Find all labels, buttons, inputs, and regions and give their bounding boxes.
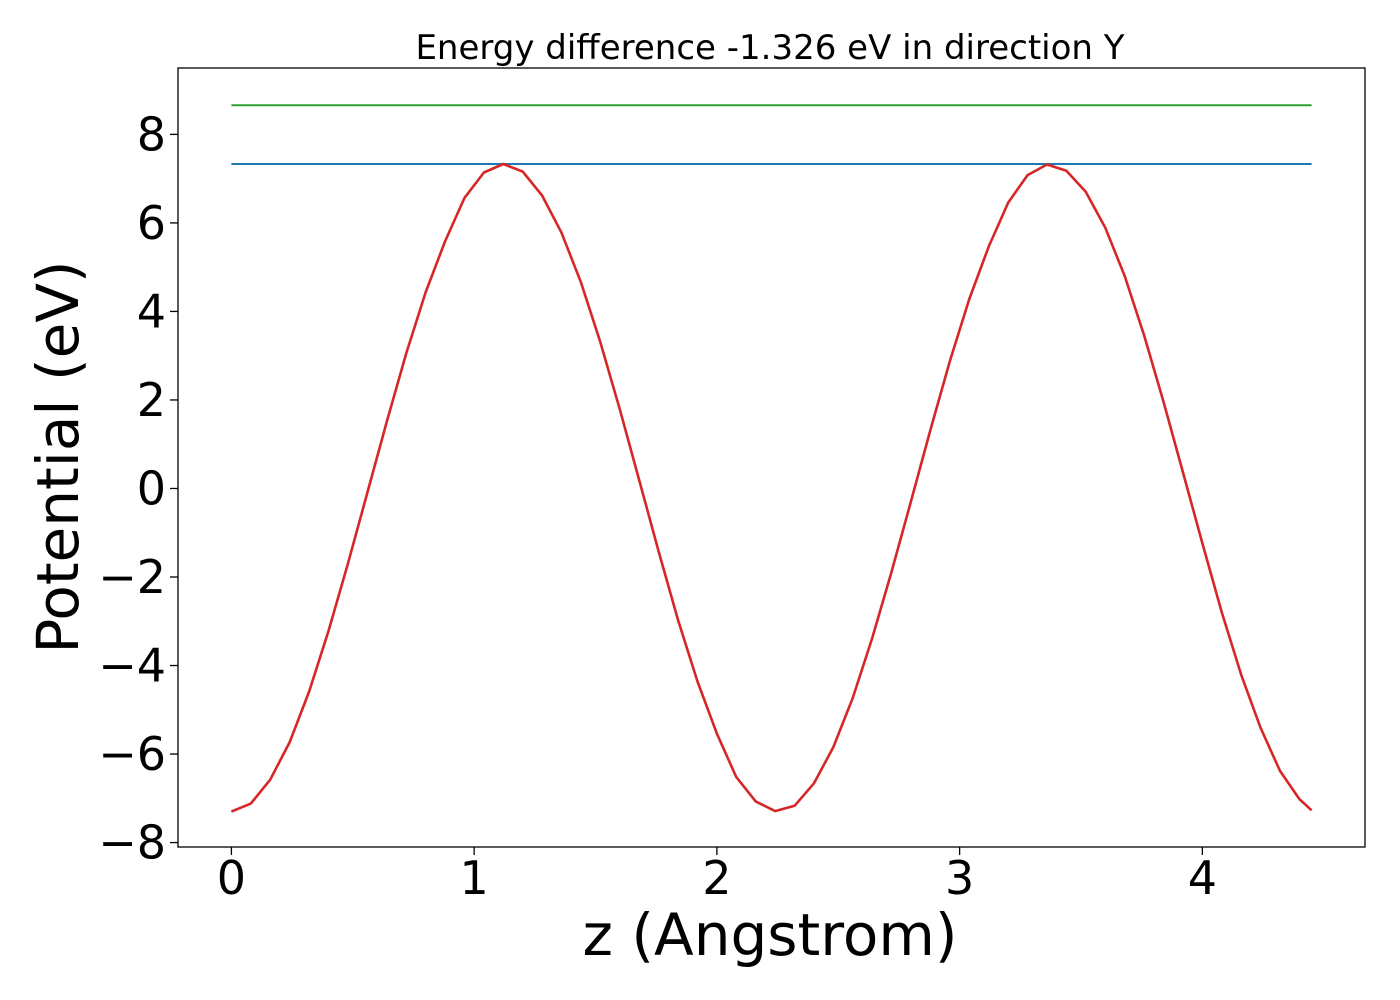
x-tick-label: 2 [702,851,731,905]
plot-frame [177,67,1366,848]
y-tick-label: 4 [137,284,166,338]
x-axis-ticks: 0 1 2 3 4 [217,847,1217,905]
x-axis-label: z (Angstrom) [583,901,958,969]
y-tick-label: −8 [98,816,166,870]
y-tick-label: −4 [98,639,166,693]
y-tick-label: −2 [98,550,166,604]
x-tick-label: 0 [217,851,246,905]
y-tick-label: 2 [137,373,166,427]
y-tick-label: −6 [98,727,166,781]
x-tick-label: 4 [1188,851,1217,905]
y-tick-label: 8 [137,107,166,161]
y-axis-label: Potential (eV) [24,260,92,653]
x-tick-label: 1 [460,851,489,905]
y-tick-label: 6 [137,196,166,250]
x-tick-label: 3 [945,851,974,905]
chart-title: Energy difference -1.326 eV in direction… [415,28,1124,68]
series-line-3 [230,162,1313,813]
series-layer [230,104,1313,813]
y-tick-label: 0 [137,461,166,515]
y-axis-ticks: −8 −6 −4 −2 0 2 4 6 8 [98,107,178,870]
